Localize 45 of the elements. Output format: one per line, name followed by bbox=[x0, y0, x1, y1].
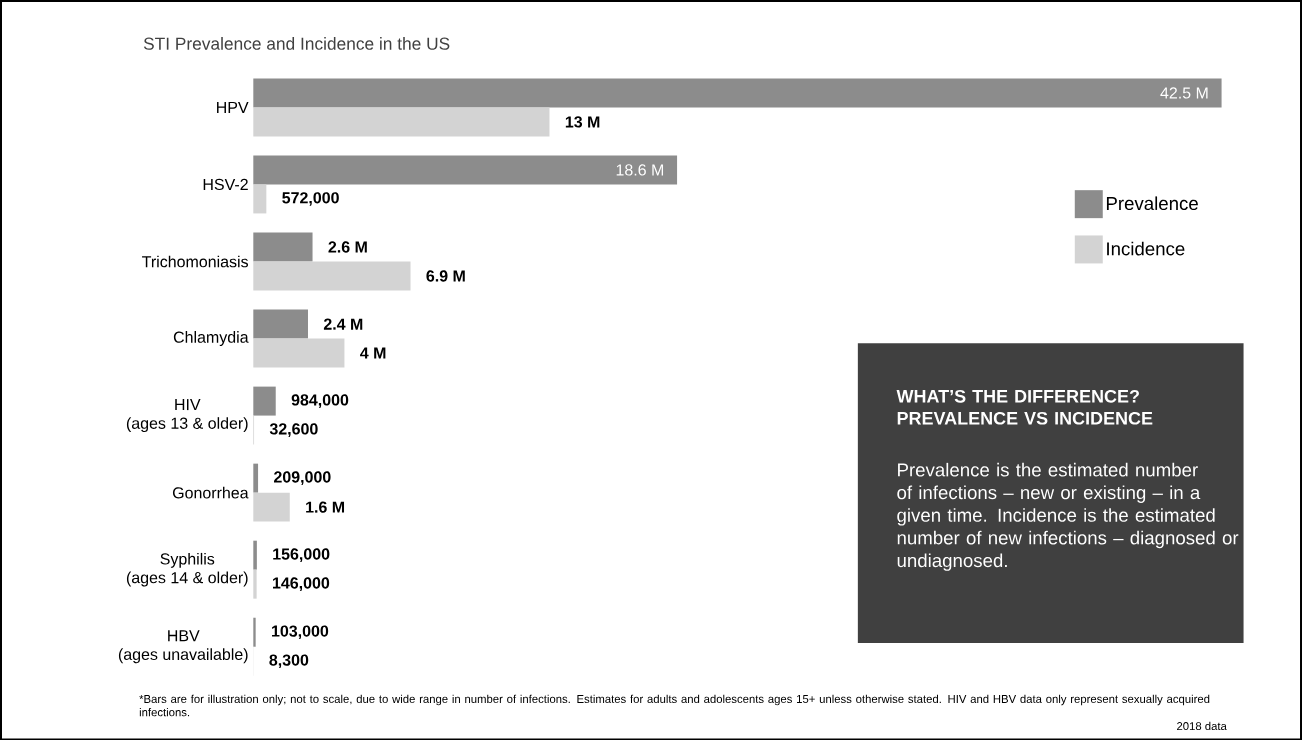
legend-label: Incidence bbox=[1107, 241, 1185, 256]
data-label: 2.4 M bbox=[323, 318, 363, 330]
bar bbox=[253, 540, 257, 570]
bar bbox=[253, 184, 267, 214]
data-label: 572,000 bbox=[282, 191, 339, 206]
bar bbox=[253, 232, 313, 262]
text: *Bars are for illustration only; not to scale, due to wide range in number of infections. Estimates for adults and adolescents ages 15+ unless otherwise stated. HIV and HBV data only represent sexually acquired infections. bbox=[139, 694, 1210, 717]
data-label: 209,000 bbox=[274, 471, 331, 485]
y-tick-label: Chlamydia bbox=[173, 330, 249, 346]
data-label: 4 M bbox=[360, 347, 386, 359]
bar bbox=[253, 78, 1222, 108]
y-tick-label: HBV (ages unavailable) bbox=[118, 630, 248, 663]
text: 2018 data bbox=[1177, 721, 1227, 730]
data-label: 13 M bbox=[565, 116, 600, 128]
y-tick-label: HPV bbox=[217, 101, 249, 113]
bar bbox=[253, 617, 256, 647]
legend-label: Prevalence bbox=[1106, 196, 1198, 210]
data-label: 18.6 M bbox=[616, 164, 664, 176]
bar bbox=[253, 492, 290, 522]
y-tick-label: HIV (ages 13 & older) bbox=[126, 398, 248, 432]
bar bbox=[253, 309, 308, 339]
data-label: 32,600 bbox=[269, 423, 318, 437]
bar bbox=[253, 463, 259, 493]
data-label: 1.6 M bbox=[306, 501, 345, 513]
data-label: 42.5 M bbox=[1160, 87, 1208, 99]
annotation: WHAT’S THE DIFFERENCE? PREVALENCE VS INCIDENCE bbox=[896, 389, 1153, 425]
data-label: 103,000 bbox=[272, 625, 329, 639]
bar bbox=[253, 261, 411, 291]
bar bbox=[253, 569, 257, 599]
y-tick-label: Gonorrhea bbox=[172, 486, 249, 499]
y-tick-label: Syphilis (ages 14 & older) bbox=[126, 552, 248, 587]
bar bbox=[253, 338, 345, 368]
data-label: 8,300 bbox=[269, 654, 309, 668]
bar bbox=[253, 386, 276, 416]
data-label: 984,000 bbox=[291, 394, 349, 408]
y-tick-label: Trichomoniasis bbox=[142, 255, 249, 268]
y-tick-label: HSV-2 bbox=[203, 178, 248, 190]
data-label: 2.6 M bbox=[328, 241, 367, 253]
bar bbox=[253, 107, 550, 137]
annotation: Prevalence is the estimated number of infections – new or existing – in a given time. Incidence is the estimated number of new infections – diagnosed or undiagnosed. bbox=[897, 462, 1239, 571]
data-label: 146,000 bbox=[273, 577, 330, 591]
data-label: 6.9 M bbox=[426, 270, 465, 282]
data-label: 156,000 bbox=[273, 548, 330, 562]
chart-title: STI Prevalence and Incidence in the US bbox=[143, 36, 450, 50]
bar bbox=[253, 155, 678, 185]
